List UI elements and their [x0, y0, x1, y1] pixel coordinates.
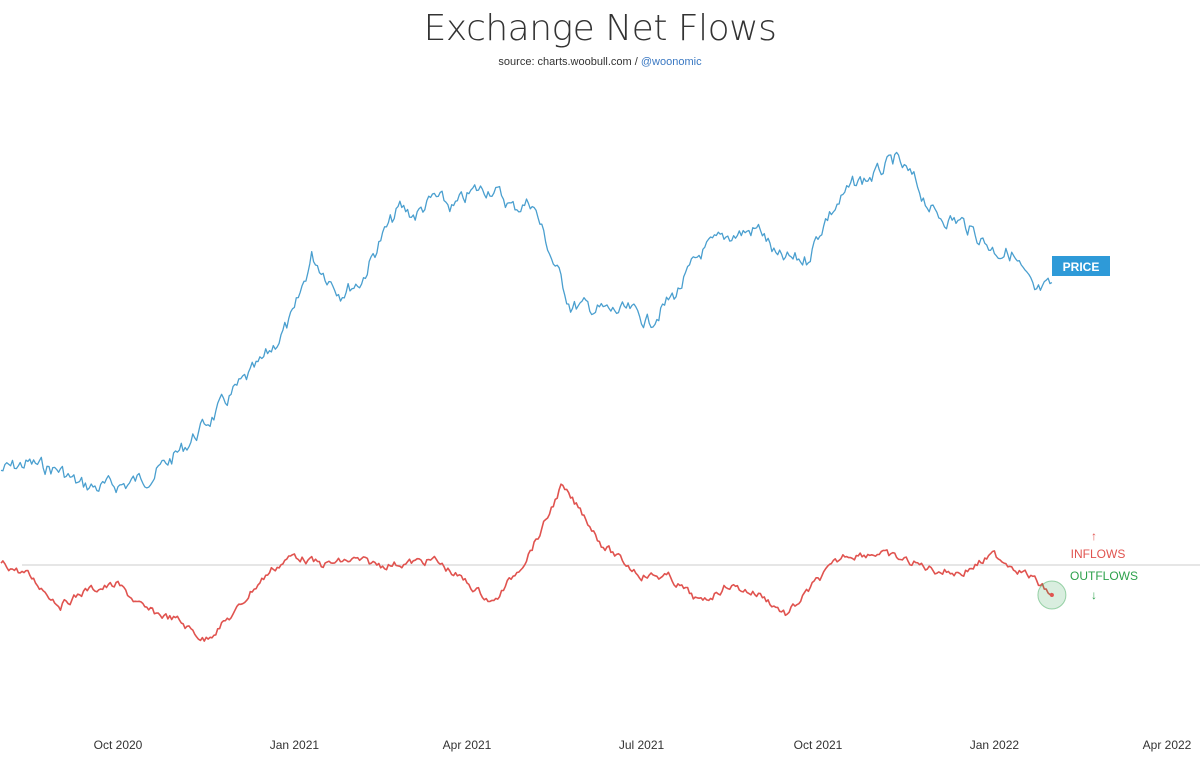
chart-subtitle: source: charts.woobull.com / @woonomic: [0, 56, 1200, 68]
price-label: PRICE: [1052, 256, 1110, 276]
outflows-arrow-icon: ↓: [1091, 588, 1097, 602]
inflows-arrow-icon: ↑: [1091, 529, 1097, 543]
x-tick-label: Jan 2021: [270, 738, 320, 752]
x-tick-label: Jan 2022: [970, 738, 1020, 752]
inflows-label: INFLOWS: [1071, 547, 1126, 561]
x-tick-label: Oct 2021: [794, 738, 843, 752]
x-axis: Oct 2020 Jan 2021 Apr 2021 Jul 2021 Oct 2021…: [94, 738, 1192, 752]
price-label-box: [1052, 256, 1110, 276]
x-tick-label: Apr 2021: [443, 738, 492, 752]
x-tick-label: Oct 2020: [94, 738, 143, 752]
price-series-line: [0, 151, 1053, 494]
outflow-end-dot: [1049, 593, 1054, 597]
outflows-label: OUTFLOWS: [1070, 569, 1138, 583]
flows-series-line: [0, 483, 1053, 642]
x-tick-label: Apr 2022: [1143, 738, 1192, 752]
x-tick-label: Jul 2021: [619, 738, 665, 752]
price-label-text: PRICE: [1063, 260, 1100, 274]
source-text: source: charts.woobull.com /: [498, 56, 641, 68]
chart-title: Exchange Net Flows: [423, 8, 777, 49]
author-handle-link[interactable]: @woonomic: [640, 56, 702, 68]
